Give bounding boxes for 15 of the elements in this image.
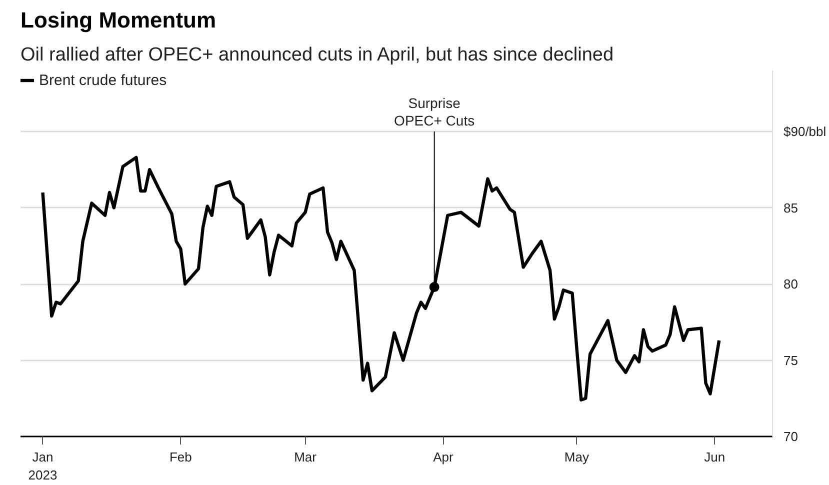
- chart-title: Losing Momentum: [20, 8, 216, 32]
- chart-subtitle: Oil rallied after OPEC+ announced cuts in April, but has since declined: [20, 44, 614, 66]
- x-tick-label: May: [564, 450, 590, 464]
- x-tick-label: Apr: [433, 450, 454, 464]
- y-tick-label: 70: [784, 429, 798, 444]
- y-tick-label: 75: [784, 352, 798, 368]
- x-tick-label: Feb: [169, 450, 192, 464]
- x-tick-label: Jan 2023: [28, 450, 58, 482]
- y-tick-label: $90/bbl: [784, 124, 826, 139]
- y-tick-label: 85: [784, 200, 798, 216]
- legend-label: Brent crude futures: [39, 72, 167, 88]
- annotation: Surprise OPEC+ Cuts: [394, 94, 475, 128]
- x-tick-label: Jun: [704, 450, 726, 464]
- y-tick-label: 80: [784, 276, 798, 292]
- x-tick-label: Mar: [294, 450, 318, 464]
